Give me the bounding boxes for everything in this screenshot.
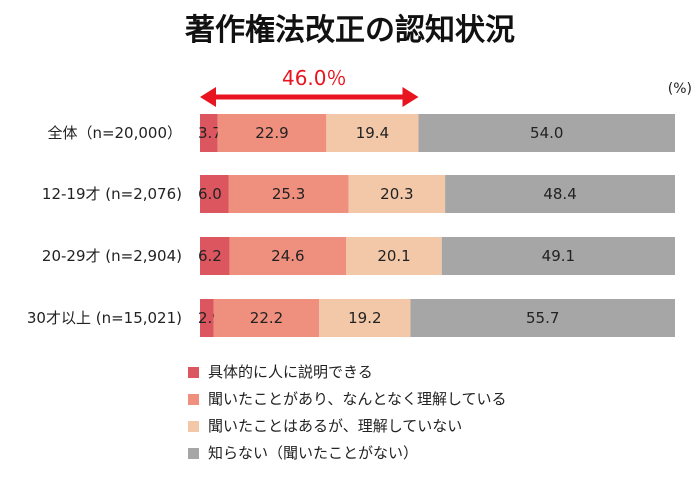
- legend: 具体的に人に説明できる聞いたことがあり、なんとなく理解している聞いたことはあるが…: [188, 363, 507, 462]
- legend-label: 聞いたことがあり、なんとなく理解している: [208, 390, 507, 408]
- bar-segment: [441, 237, 675, 275]
- annotation-arrow-right: [402, 87, 419, 107]
- data-label: 54.0: [530, 124, 563, 142]
- bar-segment: [200, 299, 214, 337]
- category-label: 12-19才 (n=2,076): [42, 185, 182, 203]
- bars: 3.7 22.9 19.4 54.0 6.0 25.3 20.3 48.4 6.2 24.6 20.…: [198, 114, 675, 337]
- category-label: 20-29才 (n=2,904): [42, 247, 182, 265]
- bar-segment: [418, 114, 675, 152]
- data-label: 6.2: [198, 247, 222, 265]
- legend-swatch: [188, 421, 199, 432]
- bar-segment: [319, 299, 411, 337]
- unit-label: (%): [668, 81, 692, 97]
- category-label: 全体（n=20,000）: [47, 124, 182, 142]
- bar-segment: [213, 299, 320, 337]
- data-label: 22.2: [250, 309, 283, 327]
- data-label: 19.4: [356, 124, 389, 142]
- legend-label: 聞いたことはあるが、理解していない: [208, 417, 462, 435]
- bar-segment: [229, 237, 347, 275]
- annotation-label: 46.0％: [282, 66, 347, 90]
- data-label: 3.7: [198, 124, 222, 142]
- legend-label: 知らない（聞いたことがない）: [208, 444, 418, 462]
- data-label: 48.4: [543, 185, 576, 203]
- legend-label: 具体的に人に説明できる: [208, 363, 373, 381]
- annotation-bracket: 46.0％: [200, 66, 419, 107]
- bar-segment: [217, 114, 327, 152]
- bar-segment: [346, 237, 442, 275]
- chart-title: 著作権法改正の認知状況: [185, 13, 515, 48]
- bar-segment: [228, 175, 349, 213]
- data-label: 55.7: [526, 309, 559, 327]
- data-label: 22.9: [255, 124, 288, 142]
- category-labels: 全体（n=20,000） 12-19才 (n=2,076) 20-29才 (n=2,…: [27, 124, 182, 327]
- data-label: 19.2: [348, 309, 381, 327]
- data-label: 20.3: [380, 185, 413, 203]
- data-label: 6.0: [198, 185, 222, 203]
- legend-swatch: [188, 367, 199, 378]
- bar-segment: [200, 114, 218, 152]
- bar-segment: [326, 114, 419, 152]
- data-label: 20.1: [377, 247, 410, 265]
- bar-segment: [410, 299, 675, 337]
- data-label: 24.6: [271, 247, 304, 265]
- bar-segment: [445, 175, 675, 213]
- data-label: 25.3: [272, 185, 305, 203]
- legend-swatch: [188, 394, 199, 405]
- annotation-arrow-left: [200, 87, 216, 107]
- data-label: 49.1: [542, 247, 575, 265]
- legend-swatch: [188, 448, 199, 459]
- bar-segment: [200, 175, 229, 213]
- bar-segment: [200, 237, 230, 275]
- bar-segment: [348, 175, 446, 213]
- category-label: 30才以上 (n=15,021): [27, 309, 182, 327]
